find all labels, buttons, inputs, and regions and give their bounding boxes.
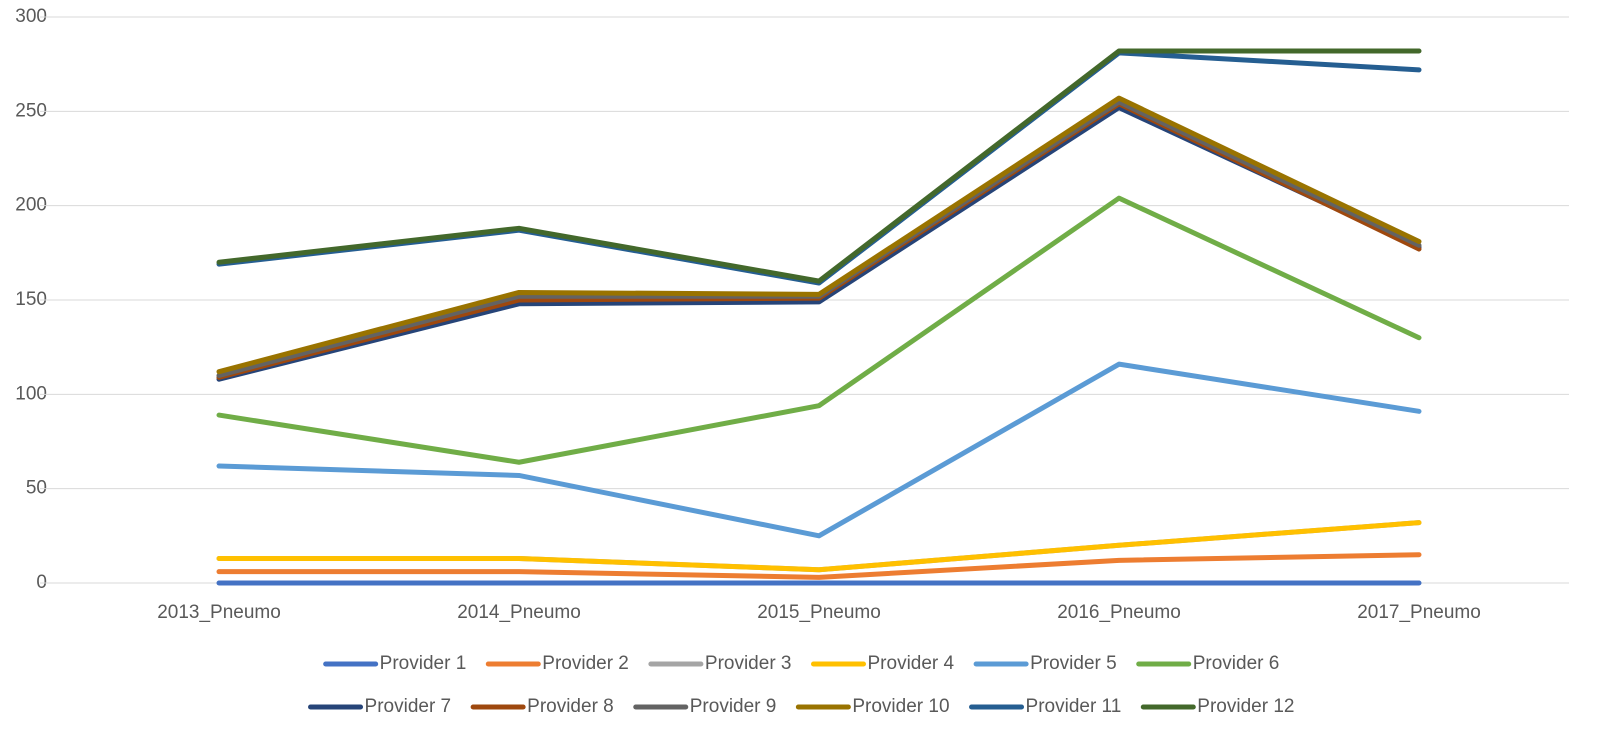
series-line <box>216 48 1422 284</box>
y-tick-label: 200 <box>15 195 47 216</box>
x-tick-label: 2014_Pneumo <box>457 602 581 623</box>
y-tick-label: 250 <box>15 100 47 121</box>
y-tick-label: 100 <box>15 383 47 404</box>
legend-label: Provider 12 <box>1197 696 1294 717</box>
legend-label: Provider 5 <box>1030 653 1117 674</box>
legend-label: Provider 7 <box>365 696 452 717</box>
y-tick-label: 300 <box>15 6 47 27</box>
x-tick-label: 2016_Pneumo <box>1057 602 1181 623</box>
legend-label: Provider 8 <box>527 696 614 717</box>
x-tick-label: 2017_Pneumo <box>1357 602 1481 623</box>
series-line <box>216 361 1422 539</box>
legend-label: Provider 11 <box>1026 696 1122 717</box>
legend-label: Provider 3 <box>705 653 792 674</box>
x-tick-label: 2013_Pneumo <box>157 602 281 623</box>
x-tick-label: 2015_Pneumo <box>757 602 881 623</box>
series-line <box>216 95 1422 375</box>
legend-label: Provider 10 <box>852 696 949 717</box>
series-line <box>216 552 1422 580</box>
series-line <box>216 50 1422 286</box>
legend-label: Provider 1 <box>380 653 467 674</box>
legend-label: Provider 6 <box>1193 653 1280 674</box>
legend-label: Provider 9 <box>690 696 777 717</box>
series-line <box>216 520 1422 573</box>
series-line <box>216 195 1422 465</box>
series-line <box>216 520 1422 573</box>
legend-label: Provider 2 <box>542 653 629 674</box>
y-tick-label: 150 <box>15 289 47 310</box>
legend-label: Provider 4 <box>868 653 955 674</box>
y-tick-label: 50 <box>26 478 47 499</box>
